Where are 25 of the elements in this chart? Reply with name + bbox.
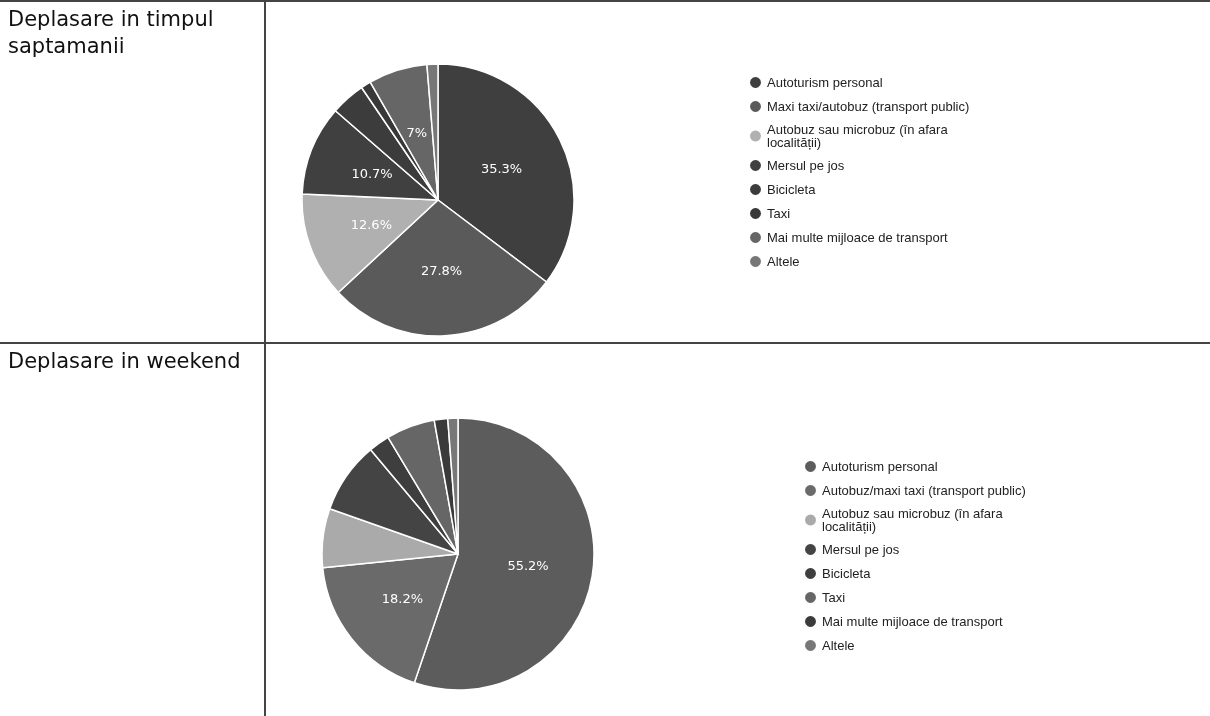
text: Deplasare in timpul saptamanii <box>0 2 266 344</box>
data-label: 55.2% <box>507 558 549 574</box>
legend-label: Mai multe mijloace de transport <box>822 614 1004 629</box>
data-label: 35.3% <box>480 160 523 176</box>
legend-label: Taxi <box>767 206 791 221</box>
data-label: 12.6% <box>350 216 393 232</box>
legend-label: Mai multe mijloace de transport <box>767 230 949 245</box>
legend-label: Autobuz/maxi taxi (transport public) <box>822 483 1026 498</box>
legend-label: Autobuz sau microbuz (în afara localității) <box>822 506 1007 534</box>
legend-label: Autoturism personal <box>767 75 883 90</box>
data-label: 7% <box>406 124 428 140</box>
legend-label: Maxi taxi/autobuz (transport public) <box>767 99 970 114</box>
legend-label: Altele <box>767 254 800 269</box>
legend-label: Autoturism personal <box>822 459 938 474</box>
legend-label: Mersul pe jos <box>822 542 900 557</box>
legend-label: Altele <box>822 638 855 653</box>
data-label: 10.7% <box>351 166 393 182</box>
data-label: 27.8% <box>420 263 463 279</box>
data-label: 18.2% <box>381 590 424 606</box>
text: Deplasare in weekend <box>0 344 266 716</box>
legend-label: Bicicleta <box>822 566 872 581</box>
legend-label: Bicicleta <box>767 182 817 197</box>
legend-label: Taxi <box>822 590 846 605</box>
legend-label: Autobuz sau microbuz (în afara localității) <box>767 122 952 150</box>
legend-label: Mersul pe jos <box>767 158 845 173</box>
